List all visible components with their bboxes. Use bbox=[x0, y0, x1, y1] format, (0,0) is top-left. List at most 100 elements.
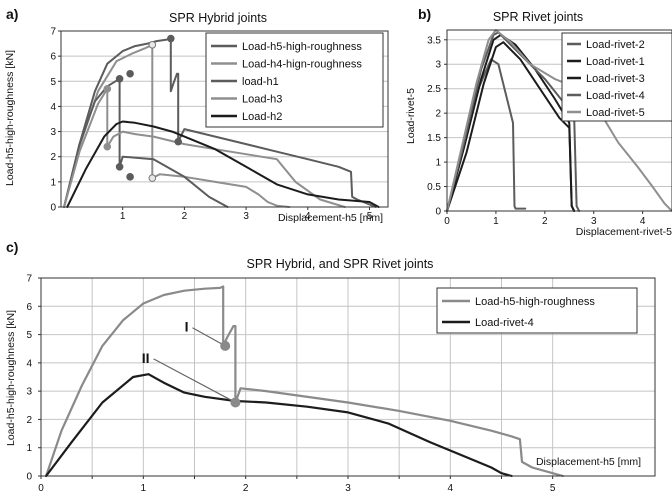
chart-b-legend-label-load-rivet-2: Load-rivet-2 bbox=[586, 39, 645, 51]
chart-a-marker-2 bbox=[148, 41, 157, 49]
chart-c-x-tick-label-4: 2 bbox=[243, 483, 249, 494]
chart-c-y-ticks: 0 1 2 3 4 5 6 7 bbox=[26, 274, 41, 483]
chart-a-y-tick-label-3: 3 bbox=[50, 127, 56, 138]
chart-c-x-tick-label-10: 5 bbox=[550, 483, 556, 494]
chart-c-y-tick-label-0: 0 bbox=[26, 472, 32, 483]
chart-b: b) SPR Rivet joints 0 0.5 1 1.5 2 2.5 3 3.5 0 1 2… bbox=[405, 6, 672, 238]
chart-b-x-tick-label-2: 2 bbox=[542, 216, 548, 227]
chart-c-x-tick-label-8: 4 bbox=[448, 483, 454, 494]
chart-b-x-ticks: 0 1 2 3 4 bbox=[444, 211, 646, 227]
chart-a-x-tick-label-1: 2 bbox=[182, 211, 188, 222]
chart-b-y-tick-label-6: 3 bbox=[435, 60, 441, 71]
chart-c-marker-1 bbox=[230, 397, 241, 408]
chart-c-x-tick-label-2: 1 bbox=[141, 483, 147, 494]
chart-c-x-tick-label-6: 3 bbox=[345, 483, 351, 494]
chart-a-legend-label-load-h5-high-roughness: Load-h5-high-roughness bbox=[242, 41, 362, 53]
chart-a-legend-label-load-h3: Load-h3 bbox=[242, 94, 282, 106]
chart-a-series-load-h3 bbox=[63, 87, 346, 208]
chart-a-series-load-h4-hign-roughness bbox=[63, 43, 291, 208]
chart-c: c) SPR Hybrid, and SPR Rivet joints III … bbox=[5, 239, 656, 494]
chart-c-title: SPR Hybrid, and SPR Rivet joints bbox=[247, 257, 434, 271]
chart-c-x-axis-label: Displacement-h5 [mm] bbox=[536, 456, 641, 468]
chart-a-y-tick-label-6: 6 bbox=[50, 52, 56, 63]
chart-a-series-load-h2 bbox=[66, 120, 380, 208]
chart-b-legend-label-load-rivet-3: Load-rivet-3 bbox=[586, 73, 645, 85]
chart-b-x-axis-label: Displacement-rivet-5 bbox=[576, 226, 672, 238]
chart-a-series-load-h5-high-roughness bbox=[63, 37, 377, 208]
chart-a-marker-9 bbox=[103, 142, 112, 151]
chart-a-marker-group bbox=[103, 34, 183, 182]
chart-a-legend-label-load-h2: Load-h2 bbox=[242, 111, 282, 123]
chart-c-x-tick-label-0: 0 bbox=[38, 483, 44, 494]
chart-a-marker-7 bbox=[126, 173, 134, 181]
chart-c-y-tick-label-6: 6 bbox=[26, 302, 32, 313]
chart-b-y-axis-label: Load-rivet-5 bbox=[405, 88, 417, 144]
chart-c-annotation-arrow-i bbox=[192, 327, 226, 347]
chart-c-y-axis-label: Load-h5-high-roughness [kN] bbox=[5, 310, 17, 446]
chart-c-series-group bbox=[44, 285, 565, 478]
chart-a-y-tick-label-1: 1 bbox=[50, 177, 56, 188]
chart-a-y-tick-label-0: 0 bbox=[50, 203, 56, 214]
chart-a-marker-4 bbox=[115, 74, 124, 83]
chart-c-y-tick-label-2: 2 bbox=[26, 415, 32, 426]
chart-c-x-ticks: 0 1 2 3 4 5 bbox=[38, 476, 556, 494]
chart-c-marker-group bbox=[220, 340, 241, 408]
chart-a-marker-6 bbox=[126, 69, 134, 78]
chart-b-y-ticks: 0 0.5 1 1.5 2 2.5 3 3.5 bbox=[427, 35, 447, 218]
chart-c-annotation-label-ii: II bbox=[142, 350, 150, 366]
chart-a-x-tick-label-0: 1 bbox=[120, 211, 126, 222]
chart-a-y-tick-label-7: 7 bbox=[50, 27, 56, 38]
chart-a-legend-label-load-h1: load-h1 bbox=[242, 76, 279, 88]
chart-a-marker-3 bbox=[148, 174, 157, 182]
chart-b-y-tick-label-1: 0.5 bbox=[427, 182, 441, 193]
chart-a-marker-5 bbox=[115, 162, 124, 171]
chart-a-x-tick-label-3: 4 bbox=[305, 211, 311, 222]
chart-a-title: SPR Hybrid joints bbox=[169, 11, 267, 25]
chart-a-panel-label: a) bbox=[6, 6, 18, 22]
chart-a-marker-0 bbox=[167, 34, 175, 43]
chart-b-y-tick-label-4: 2 bbox=[435, 109, 441, 120]
chart-c-annotations: III bbox=[142, 319, 236, 403]
chart-c-y-tick-label-4: 4 bbox=[26, 358, 32, 369]
chart-b-title: SPR Rivet joints bbox=[493, 10, 583, 24]
chart-c-legend-label-load-rivet-4: Load-rivet-4 bbox=[475, 317, 534, 329]
chart-c-series-load-h5-high-roughness bbox=[44, 285, 565, 478]
chart-c-panel-label: c) bbox=[6, 239, 18, 255]
chart-c-y-tick-label-5: 5 bbox=[26, 330, 32, 341]
chart-b-legend: Load-rivet-2 Load-rivet-1 Load-rivet-3 Load… bbox=[561, 32, 672, 122]
chart-b-y-tick-label-2: 1 bbox=[435, 158, 441, 169]
chart-b-series-load-rivet-3 bbox=[446, 41, 576, 212]
chart-a-y-tick-label-4: 4 bbox=[50, 102, 56, 113]
chart-b-x-tick-label-1: 1 bbox=[493, 216, 499, 227]
chart-a-frame bbox=[60, 30, 389, 208]
chart-b-x-tick-label-4: 4 bbox=[640, 216, 646, 227]
chart-b-legend-label-load-rivet-5: Load-rivet-5 bbox=[586, 107, 645, 119]
chart-c-legend: Load-h5-high-roughness Load-rivet-4 bbox=[436, 287, 638, 334]
chart-b-panel-label: b) bbox=[418, 6, 431, 22]
chart-c-y-tick-label-7: 7 bbox=[26, 274, 32, 285]
chart-a-y-tick-label-2: 2 bbox=[50, 152, 56, 163]
chart-b-x-tick-label-3: 3 bbox=[591, 216, 597, 227]
chart-b-legend-label-load-rivet-4: Load-rivet-4 bbox=[586, 90, 645, 102]
chart-c-legend-label-load-h5-high-roughness: Load-h5-high-roughness bbox=[475, 296, 595, 308]
chart-b-y-tick-label-0: 0 bbox=[435, 207, 441, 218]
chart-b-x-tick-label-0: 0 bbox=[444, 216, 450, 227]
chart-b-y-tick-label-5: 2.5 bbox=[427, 84, 441, 95]
chart-a-x-ticks: 1 2 3 4 5 bbox=[120, 207, 373, 222]
chart-a-legend-label-load-h4-hign-roughness: Load-h4-hign-roughness bbox=[242, 59, 362, 71]
chart-c-annotation-label-i: I bbox=[185, 319, 189, 335]
chart-c-legend-box bbox=[436, 287, 638, 334]
chart-c-series-load-rivet-4 bbox=[44, 373, 513, 478]
chart-c-marker-0 bbox=[220, 340, 231, 351]
chart-a: a) SPR Hybrid joints 0 1 2 3 4 5 6 7 1 2 3 4 5 Disp… bbox=[4, 6, 389, 224]
chart-b-y-tick-label-3: 1.5 bbox=[427, 133, 441, 144]
chart-a-y-tick-label-5: 5 bbox=[50, 77, 56, 88]
chart-a-marker-1 bbox=[174, 137, 183, 146]
chart-c-annotation-arrow-ii bbox=[153, 358, 236, 403]
chart-a-marker-8 bbox=[103, 85, 112, 93]
chart-a-y-ticks: 0 1 2 3 4 5 6 7 bbox=[50, 27, 61, 214]
chart-a-x-axis-label: Displacement-h5 [mm] bbox=[278, 212, 383, 224]
chart-a-x-tick-label-4: 5 bbox=[367, 211, 373, 222]
chart-c-y-tick-label-1: 1 bbox=[26, 443, 32, 454]
